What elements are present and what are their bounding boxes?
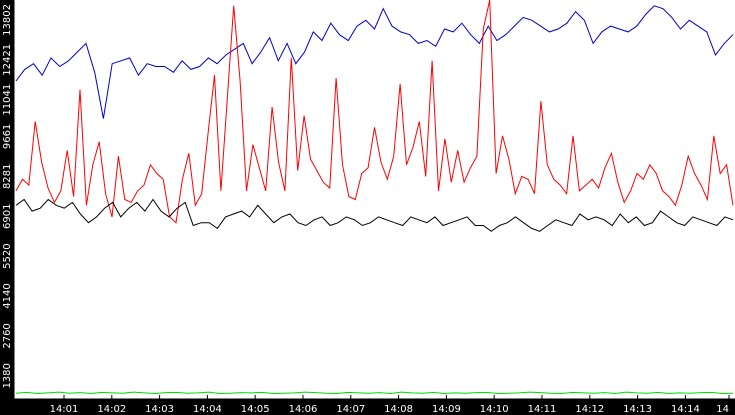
- y-tick-label: 5520: [2, 243, 13, 268]
- series-line-3: [15, 198, 734, 232]
- x-tick-labels: 14:01 14:02 14:03 14:04 14:05 14:06 14:07 14:08…: [50, 395, 730, 415]
- y-tick-label: 4140: [2, 283, 13, 308]
- series-layer: [15, 0, 734, 395]
- y-tick-labels: 1380 2760 4140 5520 6901 8281 9661 11041 12421 13…: [2, 4, 13, 389]
- series-line-2: [15, 0, 734, 224]
- y-tick-label: 2760: [2, 323, 13, 348]
- y-tick-label: 8281: [2, 164, 13, 189]
- x-tick-label: 14:02: [97, 404, 126, 415]
- x-tick-label: 14: [716, 404, 729, 415]
- x-tick-label: 14:14: [671, 404, 700, 415]
- x-tick-label: 14:03: [145, 404, 174, 415]
- x-tick-label: 14:06: [289, 404, 318, 415]
- x-tick-label: 14:04: [193, 404, 222, 415]
- y-tick-label: 1380: [2, 363, 13, 388]
- x-tick-label: 14:08: [384, 404, 413, 415]
- y-tick-label: 12421: [2, 44, 13, 76]
- x-tick-label: 14:01: [50, 404, 79, 415]
- x-tick-label: 14:12: [575, 404, 604, 415]
- y-tick-label: 6901: [2, 204, 13, 229]
- x-tick-label: 14:13: [623, 404, 652, 415]
- x-tick-label: 14:09: [432, 404, 461, 415]
- series-line-1: [15, 5, 734, 119]
- y-tick-label: 9661: [2, 124, 13, 149]
- plot-area: [14, 0, 735, 399]
- x-tick-label: 14:11: [528, 404, 557, 415]
- x-tick-label: 14:07: [336, 404, 365, 415]
- y-tick-label: 13802: [2, 4, 13, 36]
- x-tick-label: 14:10: [480, 404, 509, 415]
- x-tick-label: 14:05: [241, 404, 270, 415]
- y-tick-label: 11041: [2, 84, 13, 116]
- series-line-4: [15, 391, 734, 395]
